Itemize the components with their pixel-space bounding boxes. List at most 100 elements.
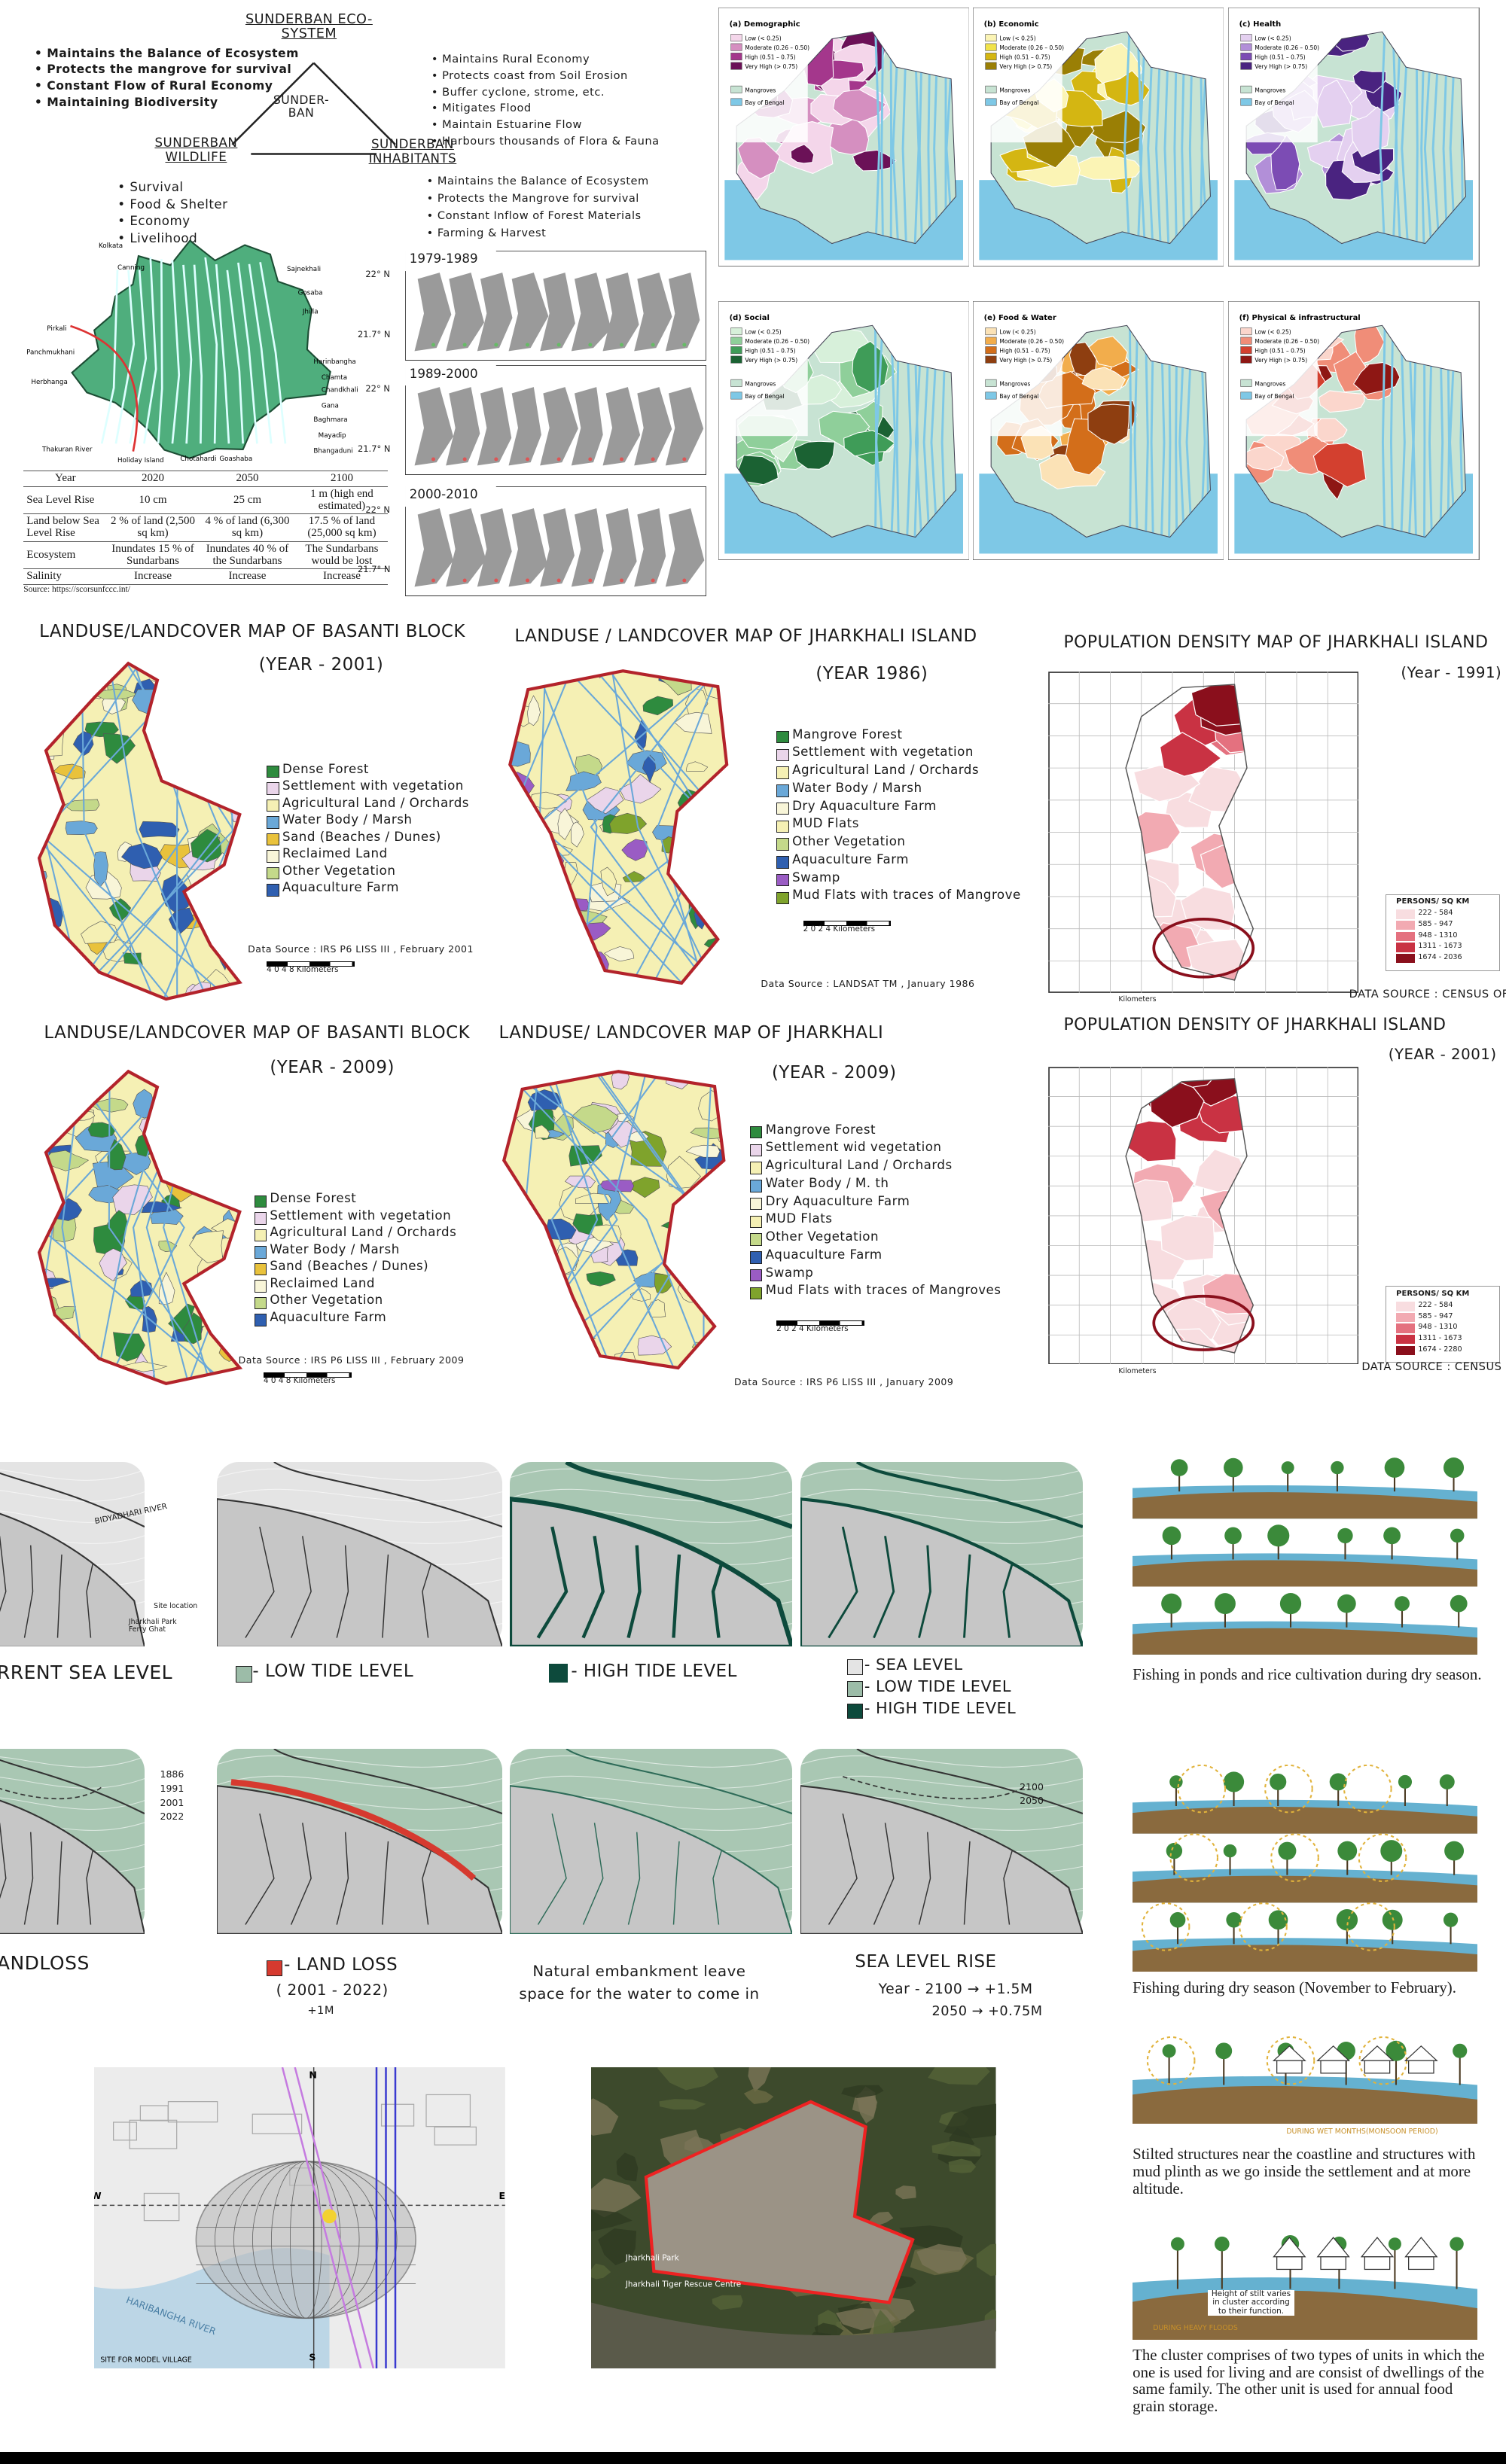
tree-crown (1215, 2042, 1233, 2059)
landcover-patch (212, 751, 232, 784)
tree-crown (1224, 1457, 1243, 1478)
river (248, 263, 273, 444)
data-source: Data Source : LANDSAT TM , January 1986 (761, 978, 975, 989)
land-strip (571, 507, 604, 587)
legend-swatch (776, 820, 789, 833)
contour (0, 1756, 145, 1768)
creek (627, 1832, 641, 1925)
landcover-patch (510, 973, 546, 983)
legend-text: Very High (> 0.75) (745, 357, 798, 364)
legend-swatch (776, 748, 789, 762)
landcover-patch (230, 796, 240, 824)
eco-point: • Maintains the Balance of Ecosystem (426, 175, 649, 188)
landcover-patch (529, 867, 542, 891)
block-boundary (38, 1069, 243, 1385)
legend-swatch (749, 1269, 763, 1282)
creek (85, 1850, 93, 1925)
legend-text: Settlement with vegetation (792, 745, 974, 760)
eco-point: • Survival (117, 179, 184, 194)
scale-bar (803, 920, 892, 927)
scale-label: 2 0 2 4 Kilometers (803, 924, 876, 934)
legend-swatch (847, 1681, 863, 1698)
legend-swatch (267, 816, 279, 829)
site-panel (0, 1461, 145, 1647)
river (171, 260, 181, 444)
legend-swatch (1240, 379, 1252, 387)
table-header-cell: 2020 (107, 471, 199, 487)
activity-zone (1358, 1833, 1407, 1882)
location-map: Kolkata Canning Sajnekhali Gosaba Jhilla Pirk… (26, 239, 358, 465)
tree-crown (1389, 2237, 1402, 2250)
land-strip (539, 273, 575, 352)
contour (0, 1510, 145, 1523)
legend-swatch (985, 346, 997, 355)
legend-swatch (1240, 327, 1252, 336)
legend-text: Other Vegetation (270, 1293, 383, 1308)
landcover-patch (164, 666, 203, 696)
creek (0, 1536, 7, 1611)
legend-text: 222 - 584 (1418, 1301, 1453, 1310)
scale-label: Kilometers (1118, 1366, 1157, 1375)
scale-bar (264, 1372, 352, 1378)
legend-swatch (985, 337, 997, 345)
creek (69, 1071, 186, 1384)
creek (244, 1526, 275, 1638)
map-year: (YEAR 1986) (815, 664, 928, 684)
legend-text: Low (< 0.25) (1255, 35, 1291, 42)
legend-swatch (985, 44, 997, 52)
legend-swatch (1240, 44, 1252, 52)
landcover-patch (191, 829, 222, 863)
legend-swatch (730, 391, 742, 400)
legend-text: Very High (> 0.75) (1255, 357, 1308, 364)
creek (81, 663, 157, 1000)
legend-text: Agricultural Land / Orchards (765, 1158, 953, 1173)
bank (0, 1759, 145, 1814)
tree-crown (1382, 1909, 1403, 1930)
eco-point: • Harbours thousands of Flora & Fauna (431, 135, 660, 148)
landcover-patch (522, 1269, 550, 1304)
creek (421, 1563, 431, 1638)
legend-text: Reclaimed Land (282, 846, 388, 860)
landcover-patch (39, 1172, 51, 1198)
landcover-patch (703, 1264, 724, 1292)
eco-point: • Maintaining Biodiversity (34, 96, 218, 110)
landcover-patch (169, 907, 195, 934)
place-label: Mayadip (319, 432, 346, 440)
legend-swatch (1396, 1345, 1416, 1355)
landcover-patch (178, 665, 208, 679)
creek (290, 1823, 312, 1925)
landcover-patch (195, 994, 213, 1000)
creek (1123, 32, 1131, 244)
scale-bar (776, 1320, 864, 1326)
landcover-patch (699, 870, 722, 891)
legend-swatch (1240, 53, 1252, 61)
change-dot (619, 578, 623, 583)
activity-zone (1169, 1833, 1219, 1882)
tide-label: - SEA LEVEL (864, 1655, 963, 1674)
site-boundary (645, 2100, 916, 2304)
lat-label: 21.7° N (358, 443, 391, 454)
landcover-patch (721, 1321, 724, 1337)
legend-title: PERSONS/ SQ KM (1396, 897, 1470, 906)
legend-text: Low (< 0.25) (745, 329, 782, 336)
creek (381, 1841, 389, 1925)
legend-text: Settlement wid vegetation (765, 1140, 942, 1155)
tree-crown (1166, 1842, 1183, 1859)
boundary (70, 325, 139, 452)
creek (1395, 32, 1402, 244)
river (226, 270, 245, 444)
legend-swatch (776, 766, 789, 779)
landcover-patch (39, 1071, 71, 1082)
block-boundary (501, 1069, 726, 1369)
map-year: (YEAR - 2001) (1388, 1045, 1497, 1063)
tree-crown (1386, 2040, 1407, 2061)
table-header-cell: 2050 (198, 471, 297, 487)
bank (565, 1461, 793, 1529)
terrain (899, 2225, 964, 2252)
legend-swatch (985, 53, 997, 61)
panel-title: (b) Economic (983, 20, 1038, 29)
landcover-patch (733, 726, 740, 739)
place-label: Panchmukhani (26, 349, 75, 357)
legend-text: Water Body / Marsh (270, 1241, 400, 1256)
landcover (39, 1071, 240, 1384)
